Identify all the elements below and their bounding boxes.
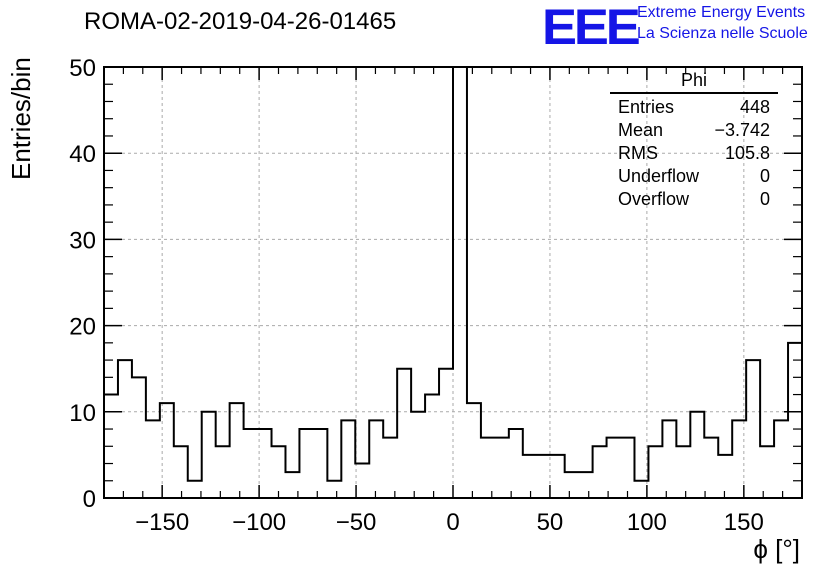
stats-label: Entries <box>618 97 675 117</box>
stats-label: Overflow <box>618 189 690 209</box>
x-axis-label: ϕ [°] <box>753 534 800 564</box>
histogram-bar <box>453 67 467 498</box>
histogram-bar <box>132 377 146 498</box>
histogram-bar <box>551 455 565 498</box>
x-tick-label: −150 <box>135 509 189 536</box>
axis-layer: −150 −100 −50 0 50 100 150 0 10 20 30 40 50 <box>69 55 803 536</box>
x-tick-label: 50 <box>537 509 564 536</box>
stats-value: 0 <box>759 189 770 209</box>
stats-value: −3.742 <box>714 120 770 140</box>
histogram-bar <box>621 438 635 498</box>
stats-row-overflow: Overflow 0 <box>610 188 778 211</box>
eee-logo: EEE <box>542 0 641 55</box>
histogram-bar <box>746 360 760 498</box>
histogram-bar <box>146 420 160 498</box>
x-tick-label: 0 <box>446 509 459 536</box>
stats-row-underflow: Underflow 0 <box>610 165 778 188</box>
histogram-bar <box>662 420 676 498</box>
histogram-bar <box>355 464 369 498</box>
y-tick-label: 0 <box>83 486 96 513</box>
histogram-bar <box>202 412 216 498</box>
histogram-bar <box>341 420 355 498</box>
stats-row-rms: RMS 105.8 <box>610 142 778 165</box>
stats-value: 105.8 <box>724 143 770 163</box>
x-tick-label: 150 <box>724 509 764 536</box>
histogram-bar <box>704 438 718 498</box>
histogram-bar <box>369 420 383 498</box>
stats-row-entries: Entries 448 <box>610 96 778 119</box>
eee-logo-line1: Extreme Energy Events <box>637 4 806 21</box>
histogram-bar <box>188 481 202 498</box>
histogram-bar <box>648 446 662 498</box>
histogram-bar <box>299 429 313 498</box>
histogram-bar <box>397 369 411 498</box>
histogram-bar <box>676 446 690 498</box>
histogram-layer <box>103 66 803 498</box>
histogram-bar <box>565 472 579 498</box>
histogram-bar <box>481 438 495 498</box>
histogram-bar <box>439 369 453 498</box>
histogram-bar <box>579 472 593 498</box>
stats-header: Phi <box>610 70 778 94</box>
y-tick-label: 20 <box>69 314 96 341</box>
histogram-bar <box>523 455 537 498</box>
histogram-bar <box>174 446 188 498</box>
histogram-bar <box>509 429 523 498</box>
histogram-bar <box>774 420 788 498</box>
histogram-bar <box>467 403 481 498</box>
stats-row-mean: Mean −3.742 <box>610 119 778 142</box>
stats-value: 448 <box>739 97 770 117</box>
y-axis-label: Entries/bin <box>6 57 36 180</box>
histogram-bar <box>216 446 230 498</box>
x-tick-label: 100 <box>627 509 667 536</box>
y-tick-label: 50 <box>69 55 96 82</box>
histogram-bar <box>160 403 174 498</box>
histogram-outline <box>103 66 803 498</box>
histogram-bar <box>760 446 774 498</box>
histogram-bar <box>788 343 802 498</box>
histogram-bar <box>718 455 732 498</box>
histogram-bar <box>411 412 425 498</box>
histogram-bar <box>537 455 551 498</box>
stats-label: Mean <box>618 120 664 140</box>
histogram-bar <box>313 429 327 498</box>
stats-box: Phi Entries 448 Mean −3.742 RMS 105.8 Un… <box>610 70 778 211</box>
histogram-bar <box>230 403 244 498</box>
histogram-bar <box>690 412 704 498</box>
x-tick-label: −50 <box>336 509 377 536</box>
histogram-bar <box>425 395 439 498</box>
eee-logo-line2: La Scienza nelle Scuole <box>637 25 808 42</box>
histogram-bar <box>607 438 621 498</box>
histogram-bar <box>495 438 509 498</box>
stats-label: RMS <box>618 143 658 163</box>
stats-label: Underflow <box>618 166 700 186</box>
y-tick-label: 10 <box>69 400 96 427</box>
stats-value: 0 <box>759 166 770 186</box>
histogram-bar <box>272 446 286 498</box>
histogram-bar <box>593 446 607 498</box>
histogram-bar <box>383 438 397 498</box>
histogram-bar <box>244 429 258 498</box>
x-tick-label: −100 <box>232 509 286 536</box>
y-tick-label: 30 <box>69 227 96 254</box>
y-tick-label: 40 <box>69 141 96 168</box>
chart-title: ROMA-02-2019-04-26-01465 <box>84 8 397 35</box>
histogram-bar <box>327 481 341 498</box>
histogram-bar <box>118 360 132 498</box>
